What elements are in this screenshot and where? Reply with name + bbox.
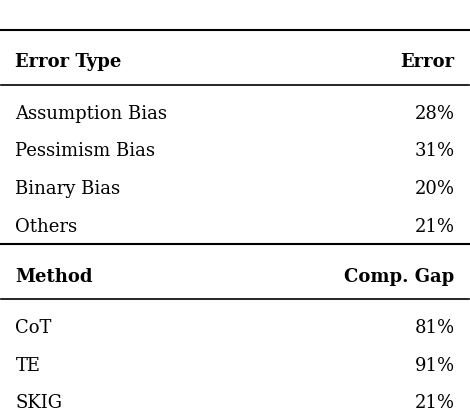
Text: TE: TE — [16, 357, 40, 374]
Text: SKIG: SKIG — [16, 394, 63, 412]
Text: 28%: 28% — [415, 104, 454, 123]
Text: 31%: 31% — [415, 142, 454, 161]
Text: Error: Error — [400, 53, 454, 72]
Text: Error Type: Error Type — [16, 53, 122, 72]
Text: Pessimism Bias: Pessimism Bias — [16, 142, 156, 161]
Text: 91%: 91% — [415, 357, 454, 374]
Text: 21%: 21% — [415, 394, 454, 412]
Text: 20%: 20% — [415, 181, 454, 198]
Text: Others: Others — [16, 218, 78, 236]
Text: Comp. Gap: Comp. Gap — [345, 267, 454, 285]
Text: 81%: 81% — [415, 319, 454, 337]
Text: 21%: 21% — [415, 218, 454, 236]
Text: CoT: CoT — [16, 319, 52, 337]
Text: Binary Bias: Binary Bias — [16, 181, 120, 198]
Text: Assumption Bias: Assumption Bias — [16, 104, 167, 123]
Text: Method: Method — [16, 267, 93, 285]
